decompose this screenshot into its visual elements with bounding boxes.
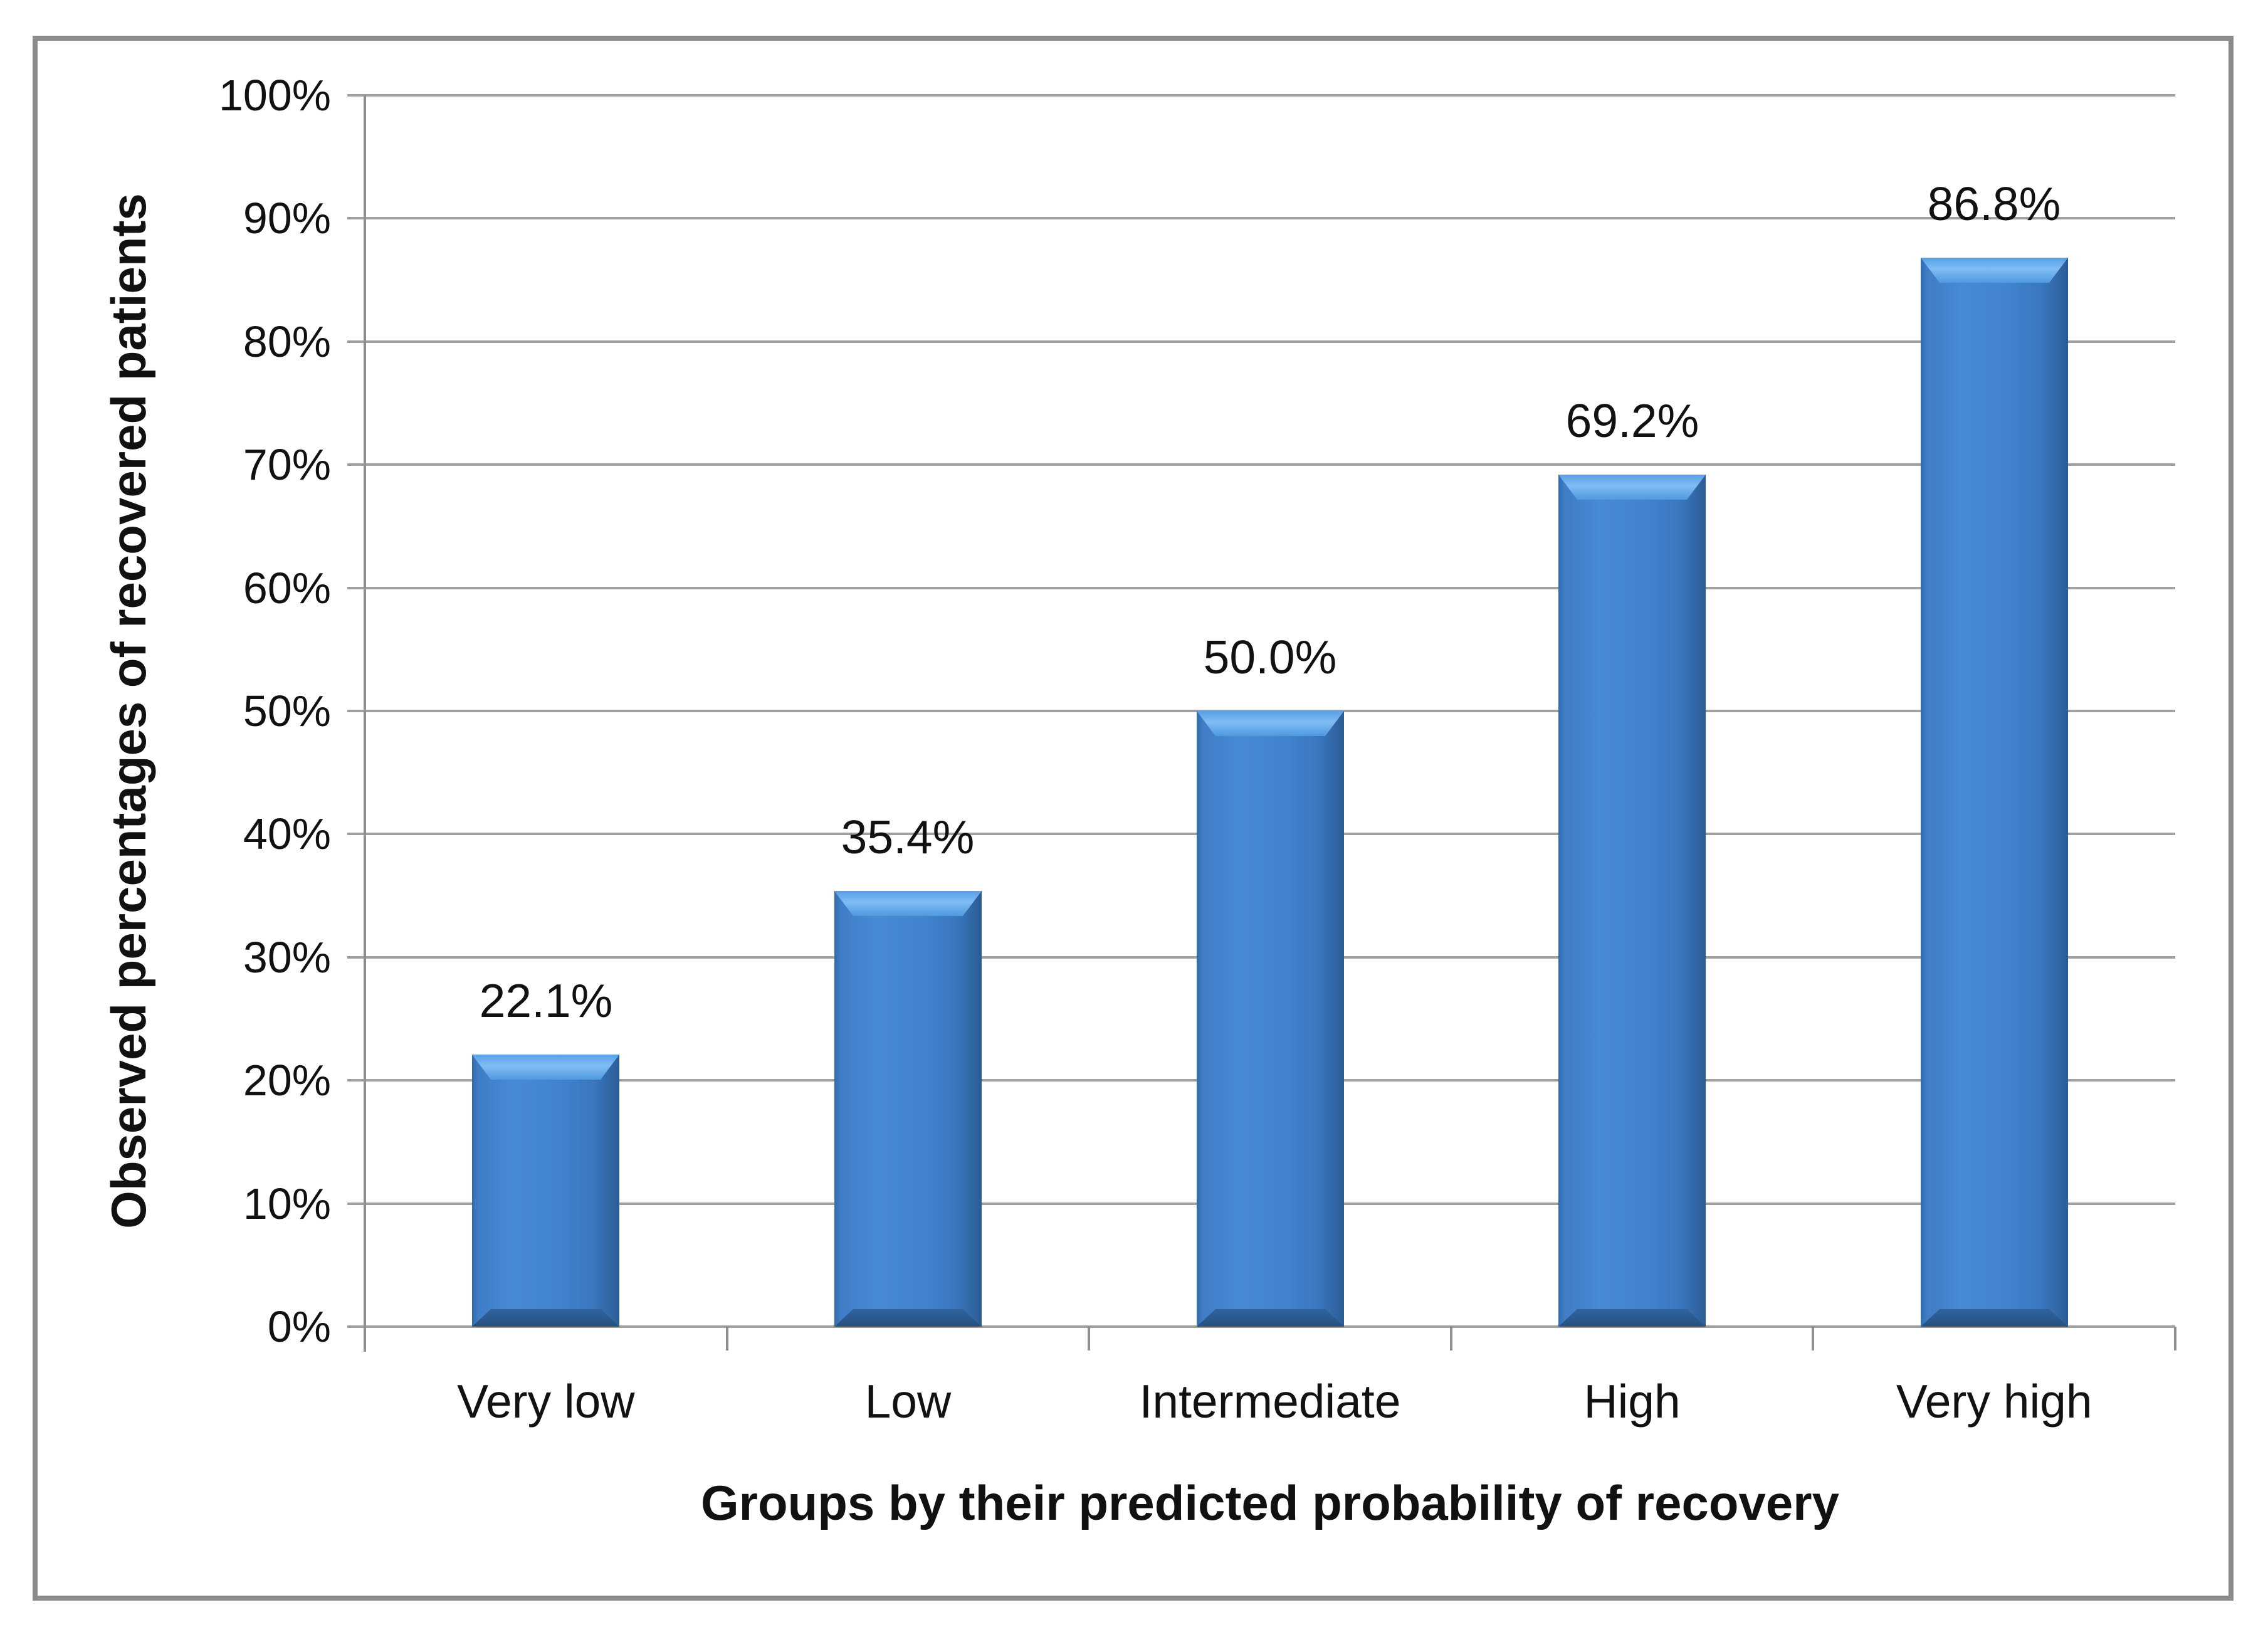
bar-top-bevel <box>834 891 982 916</box>
bar-very-high <box>1921 258 2068 1327</box>
bar-top-bevel <box>1921 258 2068 283</box>
y-tick-label: 10% <box>243 1179 331 1228</box>
y-axis-title: Observed percentages of recovered patien… <box>101 193 156 1229</box>
y-tick-label: 70% <box>243 440 331 490</box>
x-category-label: High <box>1583 1375 1681 1428</box>
y-tick-label: 90% <box>243 194 331 243</box>
y-tick-label: 40% <box>243 809 331 859</box>
y-tick-label: 80% <box>243 317 331 366</box>
category-tick <box>364 1327 366 1350</box>
bar-value-label: 35.4% <box>841 811 975 863</box>
bar-very-low <box>472 1055 619 1327</box>
bar-top-bevel <box>1197 711 1344 736</box>
plot-area: 22.1% 35.4% 50.0% 69.2% 86.8% <box>347 94 2176 1352</box>
category-tick <box>2174 1327 2176 1350</box>
bar-intermediate <box>1197 711 1344 1327</box>
y-tick-label: 30% <box>243 932 331 982</box>
y-tick-label: 100% <box>218 71 331 120</box>
x-axis-baseline <box>347 1325 2175 1328</box>
bar-bottom-bevel <box>472 1309 619 1327</box>
category-tick <box>1088 1327 1091 1350</box>
category-tick <box>725 1327 728 1350</box>
y-tick-label: 0% <box>267 1302 331 1351</box>
bar-value-label: 22.1% <box>479 974 613 1027</box>
x-category-label: Low <box>864 1375 952 1428</box>
bar-high <box>1558 475 1706 1327</box>
x-category-label: Very high <box>1896 1375 2092 1428</box>
y-axis-tick-labels: 0% 10% 20% 30% 40% 50% 60% 70% 80% 90% 100% <box>0 73 331 1349</box>
category-tick <box>1449 1327 1452 1350</box>
bar-value-label: 86.8% <box>1927 177 2061 230</box>
gridline <box>347 586 2175 589</box>
x-axis-title: Groups by their predicted probability of… <box>700 1475 1840 1530</box>
y-tick-label: 60% <box>243 563 331 613</box>
gridline <box>347 94 2175 97</box>
bar-top-bevel <box>472 1055 619 1080</box>
gridline <box>347 217 2175 220</box>
bar-bottom-bevel <box>1558 1309 1706 1327</box>
y-tick-label: 50% <box>243 687 331 735</box>
bar-bottom-bevel <box>1921 1309 2068 1327</box>
bar-bottom-bevel <box>1197 1309 1344 1327</box>
bar-value-label: 50.0% <box>1203 631 1337 683</box>
category-tick <box>1812 1327 1815 1350</box>
y-tick-label: 20% <box>243 1056 331 1105</box>
bar-top-bevel <box>1558 475 1706 500</box>
bar-low <box>834 891 982 1327</box>
x-axis-category-labels: Very low Low Intermediate High Very high <box>365 1378 2175 1447</box>
y-axis-line <box>364 95 366 1352</box>
gridline <box>347 463 2175 466</box>
gridline <box>347 340 2175 343</box>
chart-frame <box>33 36 2234 1601</box>
bar-value-label: 69.2% <box>1565 394 1699 447</box>
x-category-label: Intermediate <box>1139 1375 1401 1428</box>
bar-bottom-bevel <box>834 1309 982 1327</box>
x-category-label: Very low <box>457 1375 635 1428</box>
